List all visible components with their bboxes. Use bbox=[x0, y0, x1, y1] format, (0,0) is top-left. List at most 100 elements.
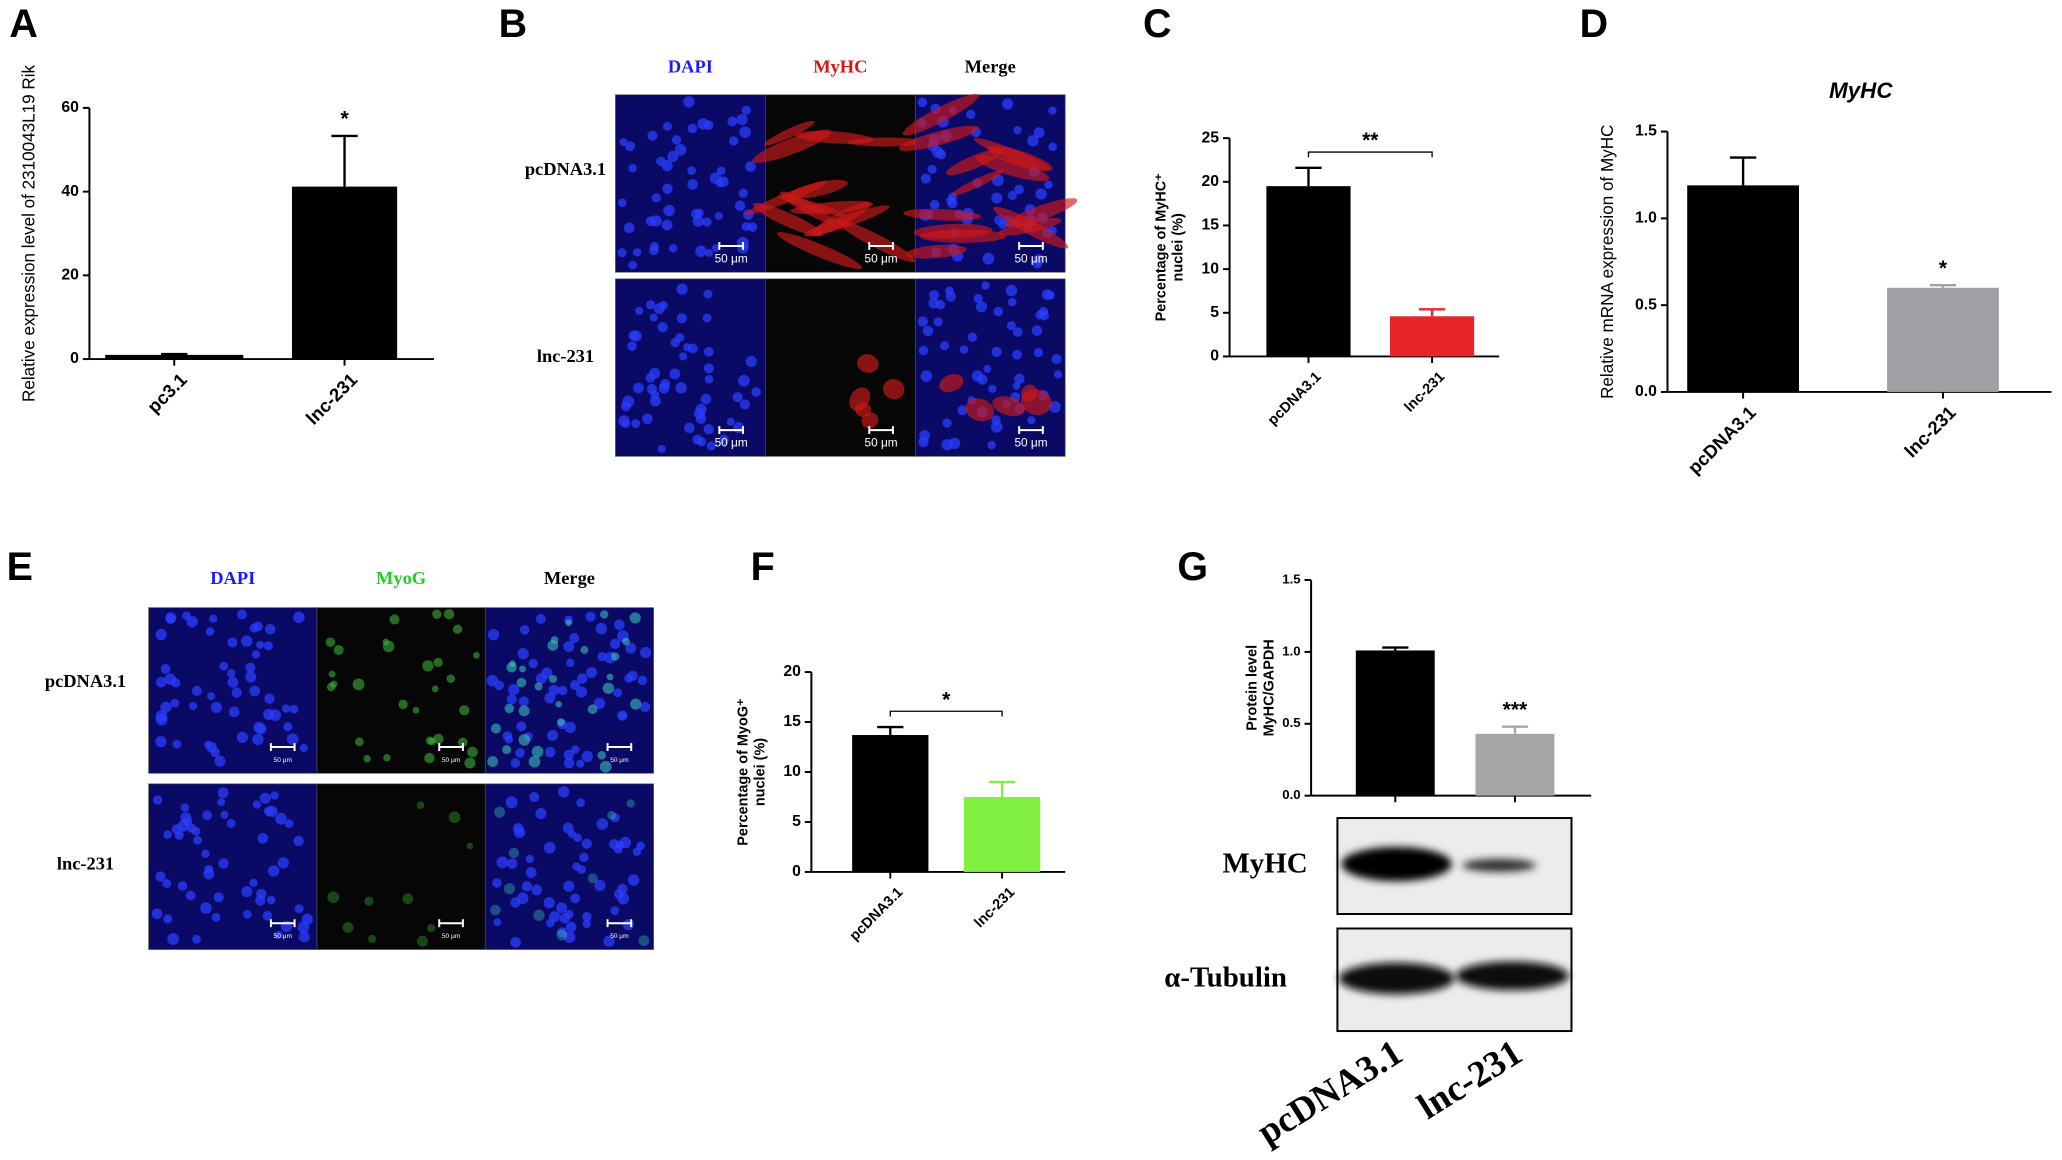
nucleus bbox=[700, 393, 712, 405]
nucleus bbox=[702, 313, 712, 323]
nucleus bbox=[618, 415, 630, 427]
nucleus bbox=[628, 260, 638, 270]
nucleus bbox=[579, 852, 589, 863]
significance: * bbox=[942, 688, 951, 711]
significance: * bbox=[340, 108, 349, 131]
nucleus bbox=[576, 798, 585, 808]
y-tick-label: 0 bbox=[1210, 348, 1219, 365]
nucleus bbox=[242, 909, 252, 919]
row-label: pcDNA3.1 bbox=[525, 159, 606, 179]
nucleus bbox=[747, 222, 758, 232]
nucleus bbox=[603, 935, 615, 947]
myog-nucleus bbox=[398, 699, 408, 710]
nucleus bbox=[1014, 184, 1024, 195]
nucleus bbox=[201, 849, 210, 858]
nucleus bbox=[266, 895, 276, 905]
myotube bbox=[973, 138, 1049, 170]
myog-nucleus bbox=[333, 645, 344, 656]
nucleus bbox=[622, 919, 634, 931]
y-tick-label: 0 bbox=[70, 350, 79, 367]
nucleus bbox=[585, 611, 596, 622]
myotube bbox=[752, 203, 823, 237]
nucleus bbox=[267, 865, 280, 877]
nucleus bbox=[645, 300, 656, 310]
y-tick-label: 25 bbox=[1202, 129, 1220, 146]
myotube bbox=[857, 354, 879, 373]
nucleus bbox=[918, 345, 929, 356]
nucleus bbox=[658, 382, 670, 394]
nucleus bbox=[245, 671, 257, 683]
nucleus bbox=[657, 444, 666, 453]
nucleus bbox=[274, 930, 283, 940]
myog-nucleus bbox=[416, 935, 428, 947]
y-tick-label: 10 bbox=[1202, 260, 1220, 277]
myog-nucleus bbox=[416, 801, 425, 809]
error-bar bbox=[331, 134, 358, 187]
nucleus bbox=[202, 810, 213, 821]
row-label: lnc-231 bbox=[537, 346, 594, 366]
myog-nucleus bbox=[504, 703, 515, 714]
myog-nucleus bbox=[597, 750, 607, 760]
nucleus bbox=[1027, 416, 1036, 425]
scale-bar bbox=[718, 426, 744, 435]
myog-nucleus bbox=[508, 847, 520, 859]
myotube bbox=[975, 154, 1050, 182]
myog-nucleus bbox=[327, 891, 340, 904]
nucleus bbox=[610, 638, 621, 649]
x-tick-label: pcDNA3.1 bbox=[1250, 1031, 1410, 1152]
myog-nucleus bbox=[452, 624, 463, 634]
nucleus bbox=[718, 434, 729, 445]
nucleus bbox=[920, 370, 933, 382]
blot-label: α-Tubulin bbox=[1164, 961, 1287, 993]
nucleus bbox=[1051, 354, 1062, 365]
bar bbox=[105, 354, 244, 360]
nucleus bbox=[576, 759, 585, 768]
nucleus bbox=[241, 635, 253, 647]
error-bar bbox=[1729, 156, 1757, 186]
nucleus bbox=[569, 679, 580, 691]
nucleus bbox=[563, 641, 575, 653]
y-axis-label: Protein level bbox=[1244, 645, 1260, 731]
nucleus bbox=[275, 812, 287, 825]
nucleus bbox=[650, 241, 659, 251]
nucleus bbox=[283, 722, 293, 732]
myog-nucleus bbox=[502, 745, 512, 755]
y-tick-label: 20 bbox=[1202, 173, 1220, 190]
nucleus bbox=[1012, 327, 1023, 337]
nucleus bbox=[635, 306, 644, 315]
nucleus bbox=[548, 684, 560, 696]
nucleus bbox=[716, 166, 726, 176]
nucleus bbox=[192, 934, 201, 944]
nucleus bbox=[191, 685, 202, 696]
nucleus bbox=[703, 363, 714, 374]
blot-band bbox=[1455, 961, 1569, 991]
myotube bbox=[790, 200, 874, 215]
nucleus bbox=[613, 619, 625, 631]
myog-nucleus bbox=[432, 609, 442, 619]
nucleus bbox=[619, 138, 628, 147]
y-axis-label: MyHC/GAPDH bbox=[1261, 639, 1277, 736]
nucleus bbox=[687, 166, 696, 175]
nucleus bbox=[586, 667, 598, 679]
nucleus bbox=[595, 622, 608, 635]
y-tick-label: 5 bbox=[792, 813, 801, 830]
nucleus bbox=[594, 879, 606, 891]
nucleus bbox=[519, 625, 530, 635]
myog-nucleus bbox=[587, 873, 598, 884]
myog-nucleus bbox=[383, 754, 391, 762]
nucleus bbox=[714, 212, 723, 221]
myotube bbox=[903, 208, 982, 221]
nucleus bbox=[571, 745, 580, 754]
nucleus bbox=[1033, 347, 1044, 358]
nucleus bbox=[237, 609, 248, 620]
scale-bar bbox=[438, 919, 464, 928]
y-tick-label: 20 bbox=[61, 267, 79, 284]
nucleus bbox=[1048, 106, 1057, 115]
nucleus bbox=[1012, 349, 1023, 360]
nucleus bbox=[623, 222, 635, 234]
nucleus bbox=[581, 838, 593, 849]
nucleus bbox=[269, 709, 282, 721]
myog-nucleus bbox=[626, 799, 635, 808]
nucleus bbox=[570, 893, 581, 904]
nucleus bbox=[557, 927, 568, 938]
